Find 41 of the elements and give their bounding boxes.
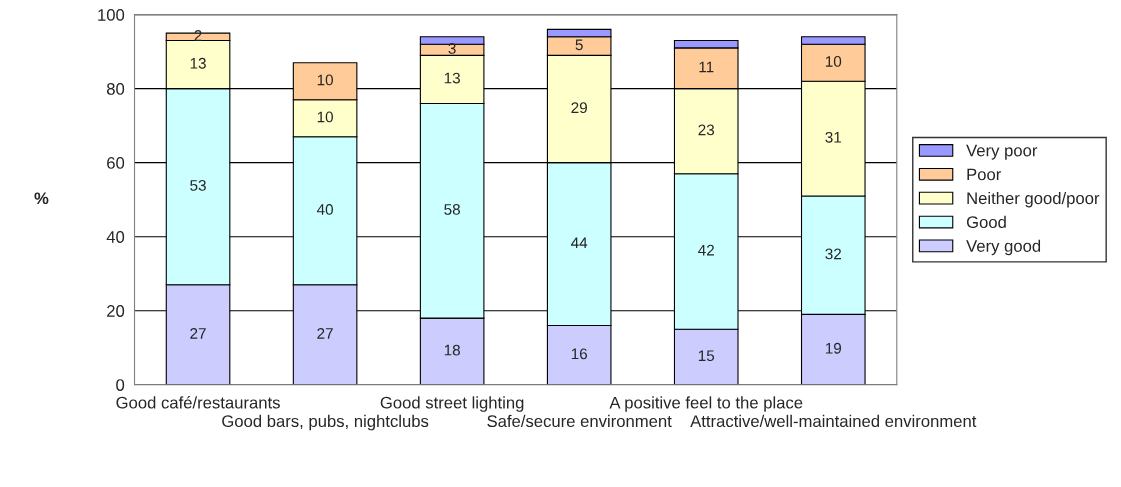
data-label: 31 [825,131,842,143]
legend-label: Very good [966,239,1041,256]
y-axis-title: % [34,192,49,205]
data-label: 13 [444,72,460,84]
x-tick-label: Good street lighting [380,396,524,412]
y-tick-label: 40 [106,231,125,243]
data-label: 27 [190,328,206,339]
data-label: 3 [448,43,456,54]
legend-label: Good [966,215,1006,229]
data-label: 27 [317,328,333,339]
data-label: 32 [825,248,842,260]
data-label: 10 [825,56,842,67]
data-label: 40 [316,204,333,215]
y-tick-label: 80 [106,83,125,95]
x-tick-label: A positive feel to the place [609,396,803,412]
data-label: 19 [825,342,842,354]
x-tick-label: Safe/secure environment [487,414,672,428]
data-label: 18 [444,344,460,356]
data-label: 13 [190,57,206,69]
data-label: 10 [317,74,333,86]
data-label: 42 [698,244,714,256]
legend-label: Neither good/poor [967,191,1100,208]
x-tick-label: Good café/restaurants [116,396,280,409]
data-label: 53 [190,180,206,191]
y-tick-label: 100 [98,9,125,21]
data-label: 16 [571,348,588,360]
legend-label: Very poor [966,144,1038,160]
data-label: 15 [698,350,715,362]
data-label: 10 [317,111,333,123]
y-tick-label: 0 [116,379,125,391]
data-label: 44 [571,237,588,249]
x-tick-label: Good bars, pubs, nightclubs [222,414,429,431]
data-label: 11 [699,61,714,73]
x-tick-label: Attractive/well-maintained environment [690,414,977,428]
data-label: 5 [575,39,583,51]
data-label: 29 [571,102,587,114]
data-label: 23 [698,124,715,136]
legend-label: Poor [967,168,1002,181]
y-tick-label: 60 [107,157,125,169]
data-label: 58 [444,204,460,215]
y-tick-label: 20 [107,305,125,317]
